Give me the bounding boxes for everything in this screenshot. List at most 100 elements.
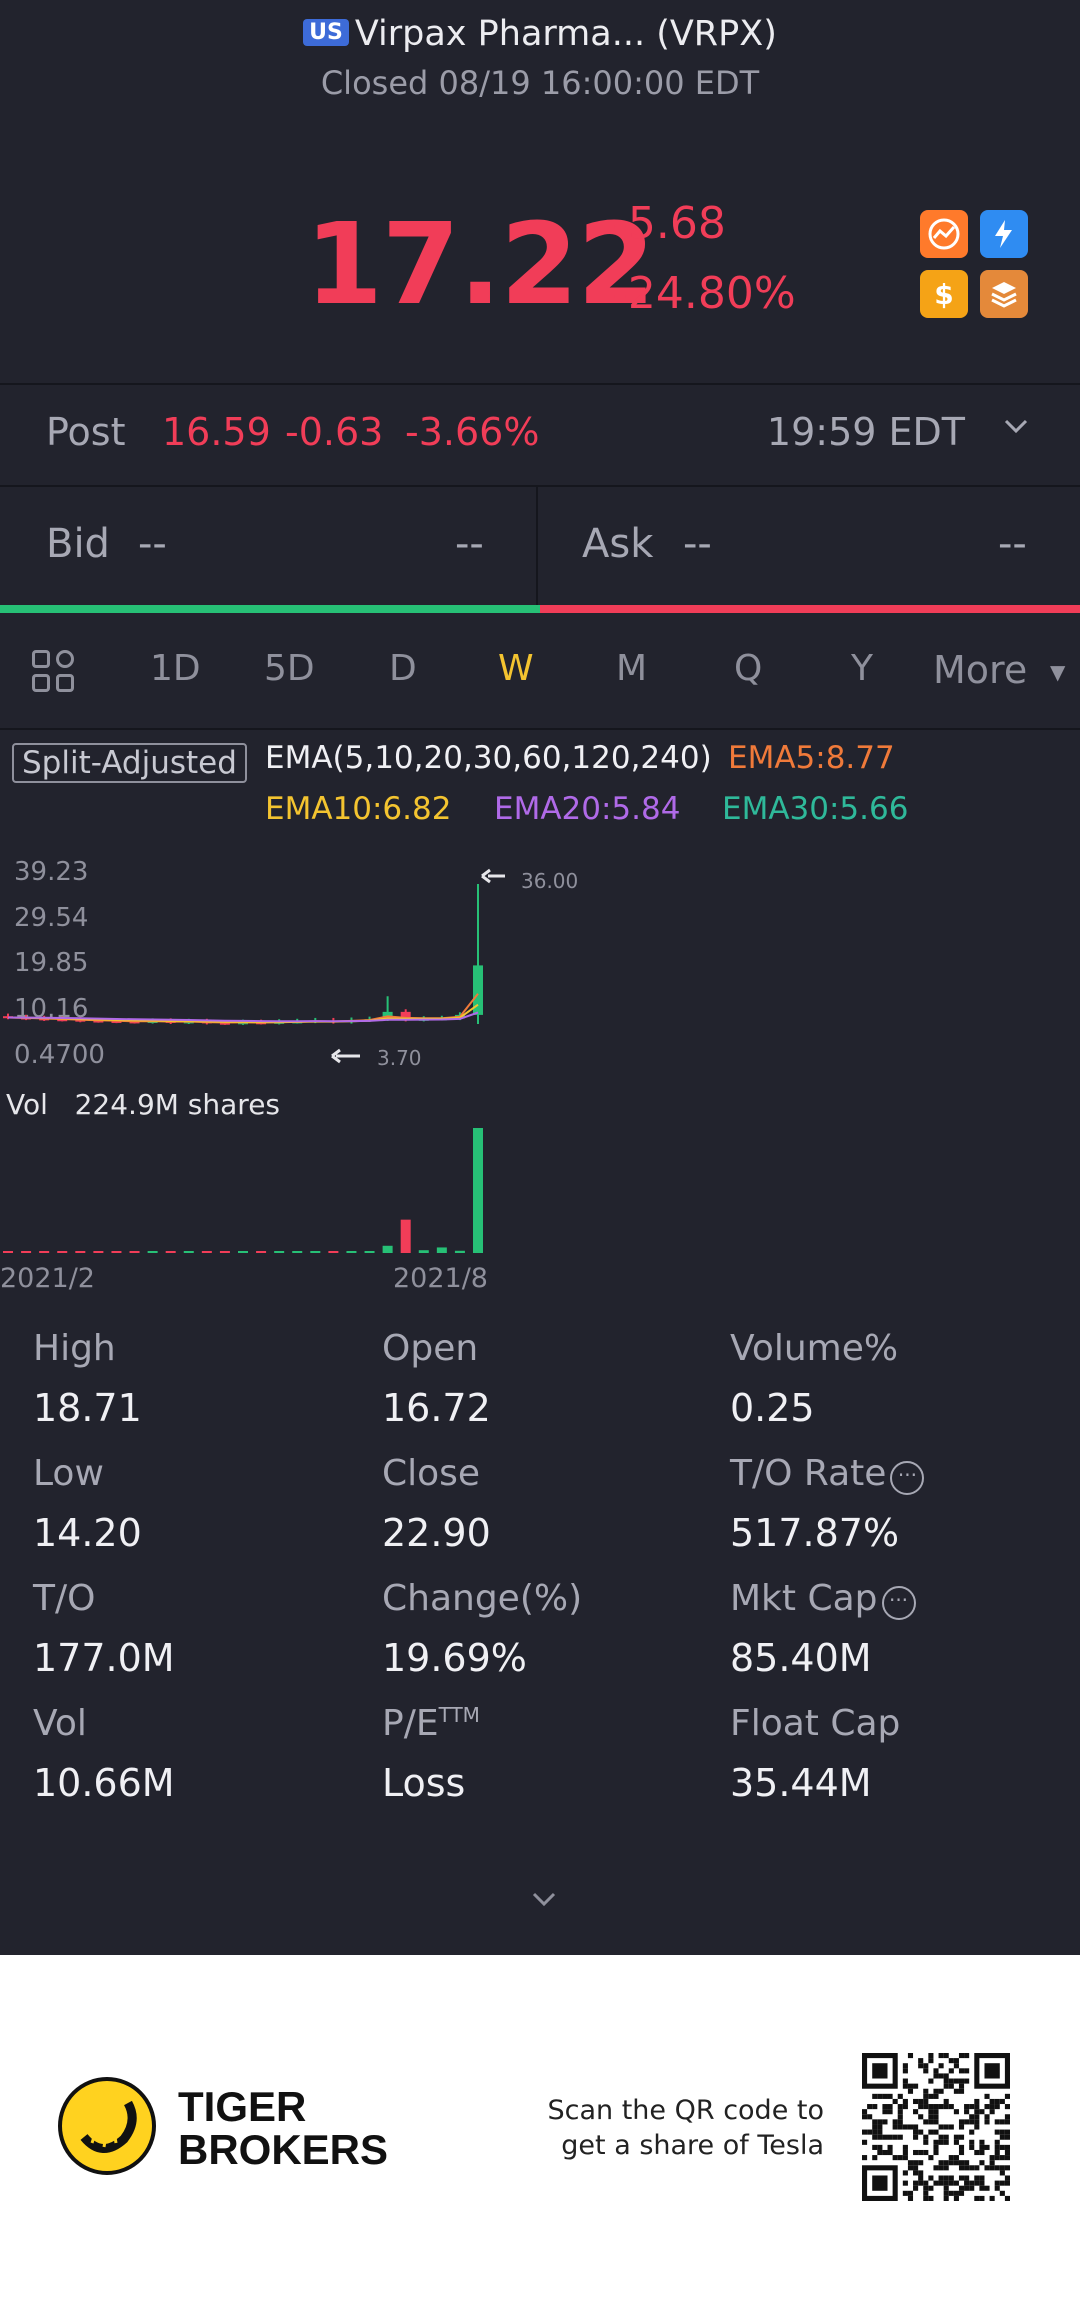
volume-bar (219, 1251, 230, 1253)
stat-label-text: Open (382, 1328, 479, 1369)
low-marker: 3.70 (377, 1046, 422, 1070)
tab-d[interactable]: D (389, 648, 417, 689)
flash-icon[interactable] (980, 210, 1028, 258)
market-badge: US (303, 19, 349, 46)
candle-body (111, 1020, 122, 1023)
stat-value: 177.0M (33, 1636, 175, 1680)
candle-body (219, 1022, 230, 1025)
candle-body (400, 1011, 411, 1020)
market-status: Closed 08/19 16:00:00 EDT (320, 64, 760, 102)
stat-value: 10.66M (33, 1761, 175, 1805)
divider (0, 485, 1080, 487)
stat-label-text: T/O Rate (730, 1453, 887, 1494)
volume-bar (93, 1251, 104, 1253)
stat-value: Loss (382, 1761, 466, 1805)
stat-label: Close (382, 1453, 480, 1494)
more-tab[interactable]: More (933, 648, 1028, 692)
chevron-down-icon[interactable] (1000, 410, 1032, 450)
candle-body (129, 1021, 140, 1024)
candle-body (3, 1016, 13, 1019)
brand-line2: BROKERS (178, 2126, 389, 2173)
volume-bar (454, 1250, 465, 1253)
tab-1d[interactable]: 1D (150, 648, 201, 689)
bid-volume-bar (0, 605, 540, 613)
stat-value: 16.72 (382, 1386, 491, 1430)
high-arrow-icon (481, 868, 505, 884)
stat-label: Change(%) (382, 1578, 582, 1619)
volume-bar (129, 1251, 140, 1253)
stat-label: T/O Rate ··· (730, 1453, 925, 1495)
price-chart[interactable]: 36.00 3.70 (0, 860, 1080, 1080)
tab-q[interactable]: Q (734, 648, 763, 689)
post-market-row[interactable]: Post 16.59 -0.63 -3.66% 19:59 EDT (0, 385, 1080, 485)
stat-value: 18.71 (33, 1386, 142, 1430)
price-change: -5.68 (612, 198, 726, 249)
volume-bar (310, 1251, 321, 1253)
post-change-pct: -3.66% (405, 410, 540, 454)
stat-label-text: Volume% (730, 1328, 899, 1369)
chevron-down-icon[interactable] (530, 1885, 558, 1913)
volume-bar (400, 1219, 411, 1253)
stat-label: Vol (33, 1703, 87, 1744)
caret-down-icon[interactable]: ▼ (1050, 660, 1066, 684)
stat-label: Float Cap (730, 1703, 900, 1744)
stat-label-text: Vol (33, 1703, 87, 1744)
promo-line1: Scan the QR code to (547, 2095, 824, 2126)
stat-label-text: Change(%) (382, 1578, 583, 1619)
volume-bar (57, 1251, 68, 1253)
dollar-icon[interactable]: $ (920, 270, 968, 318)
promo-line2: get a share of Tesla (561, 2130, 824, 2161)
volume-bar (3, 1251, 13, 1253)
period-tabs: 1D 5D D W M Q Y More ▼ (0, 630, 1080, 710)
stat-label: Mkt Cap ··· (730, 1578, 916, 1620)
stat-value: 22.90 (382, 1511, 491, 1555)
stock-title: US Virpax Pharma... (VRPX) (0, 14, 1080, 54)
stat-label-text: Low (33, 1453, 104, 1494)
volume-bar (328, 1251, 339, 1253)
post-price: 16.59 (162, 410, 271, 454)
ema20-line (7, 1011, 479, 1023)
ask-volume-bar (540, 605, 1080, 613)
stat-value: 85.40M (730, 1636, 872, 1680)
price-change-pct: -24.80% (612, 268, 796, 319)
volume-chart[interactable] (0, 1120, 1080, 1255)
stat-label: Low (33, 1453, 104, 1494)
layers-icon[interactable] (980, 270, 1028, 318)
ema-settings[interactable]: EMA(5,10,20,30,60,120,240) (265, 740, 712, 776)
split-adjusted-toggle[interactable]: Split-Adjusted (12, 743, 247, 783)
volume-bar (382, 1245, 393, 1253)
info-icon[interactable]: ··· (890, 1461, 925, 1495)
low-arrow-icon (331, 1048, 360, 1064)
volume-bar (436, 1247, 447, 1253)
volume-value: 224.9M shares (74, 1088, 281, 1121)
info-icon[interactable]: ··· (881, 1586, 916, 1620)
stat-label: Open (382, 1328, 478, 1369)
high-marker: 36.00 (521, 869, 578, 893)
volume-bar (147, 1251, 158, 1253)
volume-bar (111, 1251, 122, 1253)
volume-bar (75, 1251, 86, 1253)
stat-value: 14.20 (33, 1511, 142, 1555)
post-time: 19:59 EDT (766, 410, 965, 454)
chart-icon[interactable] (920, 210, 968, 258)
tab-5d[interactable]: 5D (264, 648, 315, 689)
volume-bar (256, 1251, 267, 1253)
volume-bar (364, 1251, 375, 1253)
stat-value: 0.25 (730, 1386, 815, 1430)
y-tick: 29.54 (14, 903, 89, 933)
tab-y[interactable]: Y (851, 648, 873, 689)
tab-m[interactable]: M (616, 648, 648, 689)
volume-bar (183, 1251, 194, 1253)
tab-w[interactable]: W (498, 648, 534, 689)
ema5-value: EMA5:8.77 (728, 740, 895, 776)
svg-text:$: $ (934, 278, 953, 311)
stat-label-text: Float Cap (730, 1703, 901, 1744)
layout-grid-icon[interactable] (32, 650, 78, 696)
divider (0, 383, 1080, 385)
brand-line1: TIGER (178, 2083, 307, 2130)
volume-bar (418, 1250, 429, 1253)
bid-label: Bid (46, 521, 110, 567)
candle-body (473, 965, 483, 1015)
last-price: 17.22 (305, 200, 655, 330)
tiger-logo (58, 2077, 156, 2175)
